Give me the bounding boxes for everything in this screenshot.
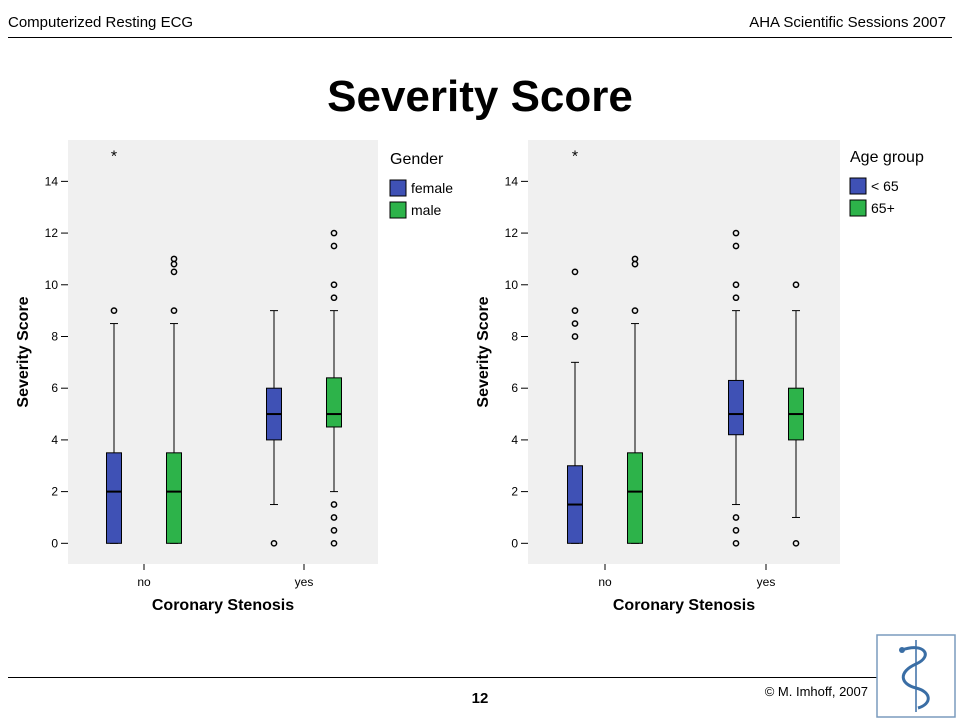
legend-label: < 65 bbox=[871, 178, 899, 194]
box bbox=[627, 452, 643, 544]
y-tick-label: 8 bbox=[51, 329, 58, 343]
outlier-point bbox=[631, 255, 639, 263]
y-tick-label: 4 bbox=[511, 433, 518, 447]
outlier-point bbox=[330, 294, 338, 302]
outlier-point bbox=[330, 539, 338, 547]
x-axis-label: Coronary Stenosis bbox=[152, 597, 294, 614]
caduceus-logo bbox=[876, 634, 956, 718]
header-rule bbox=[8, 37, 952, 38]
outlier-point bbox=[732, 527, 740, 534]
outlier-point bbox=[170, 268, 178, 276]
outlier-point bbox=[732, 539, 740, 547]
box bbox=[106, 452, 122, 544]
legend-label: 65+ bbox=[871, 200, 895, 216]
outlier-point bbox=[732, 514, 740, 521]
outlier-point bbox=[631, 307, 639, 314]
extreme-marker: * bbox=[572, 149, 578, 166]
outlier-point bbox=[110, 307, 118, 314]
box bbox=[728, 379, 744, 436]
footer-rule bbox=[8, 677, 952, 678]
outlier-point bbox=[732, 242, 740, 250]
y-tick-label: 8 bbox=[511, 329, 518, 343]
x-tick-label: no bbox=[137, 575, 151, 589]
legend-title: Age group bbox=[850, 149, 924, 166]
outlier-point bbox=[732, 281, 740, 289]
outlier-point bbox=[170, 307, 178, 314]
legend-title: Gender bbox=[390, 151, 444, 168]
outlier-point bbox=[571, 320, 579, 327]
outlier-point bbox=[732, 229, 740, 237]
outlier-point bbox=[330, 281, 338, 289]
y-tick-label: 14 bbox=[505, 174, 519, 188]
y-tick-label: 12 bbox=[45, 226, 59, 240]
y-tick-label: 2 bbox=[51, 485, 58, 499]
copyright-text: © M. Imhoff, 2007 bbox=[764, 684, 868, 699]
legend-label: male bbox=[411, 202, 442, 218]
outlier-point bbox=[330, 501, 338, 508]
y-tick-label: 0 bbox=[511, 536, 518, 550]
x-tick-label: yes bbox=[757, 575, 776, 589]
y-tick-label: 0 bbox=[51, 536, 58, 550]
outlier-point bbox=[270, 539, 278, 547]
legend-swatch bbox=[389, 201, 407, 219]
box bbox=[326, 377, 342, 428]
y-tick-label: 6 bbox=[51, 381, 58, 395]
header-right-text: AHA Scientific Sessions 2007 bbox=[749, 14, 946, 31]
slide-title: Severity Score bbox=[327, 72, 633, 121]
y-tick-label: 12 bbox=[505, 226, 519, 240]
outlier-point bbox=[571, 307, 579, 314]
legend-label: female bbox=[411, 180, 453, 196]
outlier-point bbox=[330, 527, 338, 534]
y-axis-label: Severity Score bbox=[475, 296, 492, 407]
y-tick-label: 6 bbox=[511, 381, 518, 395]
outlier-point bbox=[170, 255, 178, 263]
y-tick-label: 4 bbox=[51, 433, 58, 447]
header-left-text: Computerized Resting ECG bbox=[8, 14, 194, 31]
y-axis-label: Severity Score bbox=[15, 296, 32, 407]
outlier-point bbox=[330, 229, 338, 237]
x-tick-label: no bbox=[598, 575, 612, 589]
x-axis-label: Coronary Stenosis bbox=[613, 597, 755, 614]
legend-swatch bbox=[389, 179, 407, 197]
y-tick-label: 10 bbox=[45, 278, 59, 292]
outlier-point bbox=[330, 242, 338, 250]
legend-swatch bbox=[849, 199, 867, 217]
outlier-point bbox=[792, 539, 800, 547]
page-number: 12 bbox=[471, 690, 489, 707]
legend-swatch bbox=[849, 177, 867, 195]
y-tick-label: 2 bbox=[511, 485, 518, 499]
outlier-point bbox=[571, 333, 579, 340]
y-tick-label: 14 bbox=[45, 174, 59, 188]
box bbox=[166, 452, 182, 544]
outlier-point bbox=[571, 268, 579, 276]
x-tick-label: yes bbox=[295, 575, 314, 589]
outlier-point bbox=[792, 281, 800, 289]
outlier-point bbox=[330, 514, 338, 521]
y-tick-label: 10 bbox=[505, 278, 519, 292]
outlier-point bbox=[732, 294, 740, 302]
extreme-marker: * bbox=[111, 149, 117, 166]
